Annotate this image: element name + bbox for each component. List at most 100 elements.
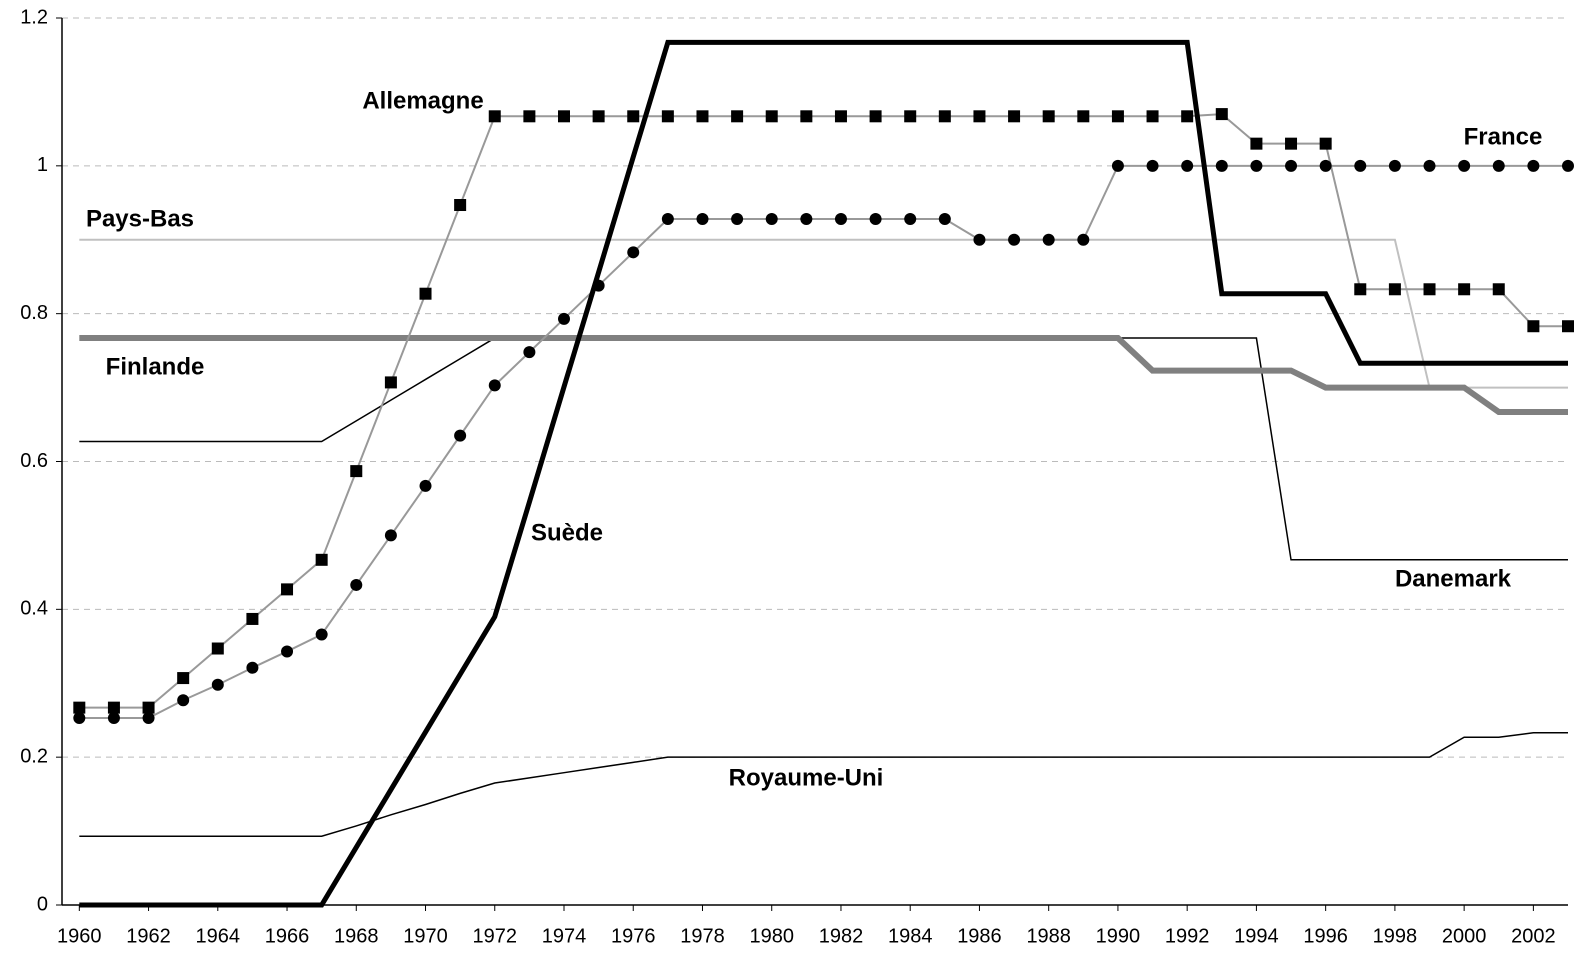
marker [1388,159,1401,172]
y-tick-label: 0.6 [20,450,48,472]
series-label: Allemagne [362,87,483,114]
marker [142,701,155,714]
y-tick-label: 0.2 [20,745,48,767]
marker [1146,110,1159,123]
series-line [79,335,1568,415]
marker [1181,159,1194,172]
marker [1215,159,1228,172]
series-label: Suède [531,519,603,546]
x-tick-label: 2002 [1511,925,1556,947]
series-label: Pays-Bas [86,205,194,232]
x-tick-label: 1992 [1165,925,1210,947]
series-label: Finlande [106,353,205,380]
marker [1527,320,1540,333]
x-tick-label: 1966 [265,925,310,947]
x-tick-label: 1974 [542,925,587,947]
marker [1250,137,1263,150]
marker [869,213,882,226]
x-tick-label: 1990 [1096,925,1141,947]
marker [1458,159,1471,172]
marker [73,701,86,714]
marker [1008,233,1021,246]
marker [1042,110,1055,123]
x-tick-label: 1986 [957,925,1002,947]
marker [384,529,397,542]
marker [661,213,674,226]
marker [1492,283,1505,296]
x-tick-label: 1972 [473,925,518,947]
series-line [79,337,1568,561]
marker [731,110,744,123]
x-tick-label: 1996 [1303,925,1348,947]
x-tick-label: 1980 [749,925,794,947]
marker [834,213,847,226]
y-tick-label: 0.8 [20,302,48,324]
marker [142,711,155,724]
marker [107,711,120,724]
marker [1111,159,1124,172]
marker [73,711,86,724]
marker [454,199,467,212]
marker [1250,159,1263,172]
x-tick-label: 1984 [888,925,933,947]
y-tick-label: 1.2 [20,6,48,28]
marker [1458,283,1471,296]
marker [869,110,882,123]
marker [419,479,432,492]
marker [1042,233,1055,246]
marker [1077,110,1090,123]
series-line [79,238,1568,389]
x-tick-label: 1988 [1026,925,1071,947]
marker [1562,159,1574,172]
marker [558,312,570,325]
marker [454,429,467,442]
marker [384,376,397,389]
x-tick-label: 1994 [1234,925,1279,947]
marker [211,678,224,691]
marker [315,628,328,641]
marker [281,583,294,596]
marker [627,246,640,259]
marker [1354,283,1367,296]
x-tick-label: 1962 [126,925,171,947]
marker [938,213,951,226]
marker [488,110,501,123]
marker [246,661,259,674]
marker [419,287,432,300]
x-tick-label: 1964 [196,925,241,947]
marker [1285,137,1298,150]
marker [1285,159,1298,172]
marker [1527,159,1540,172]
x-tick-label: 1968 [334,925,379,947]
marker [1319,137,1332,150]
series-line [79,39,1568,908]
marker [1562,320,1574,333]
marker [523,110,536,123]
x-tick-label: 1982 [819,925,864,947]
marker [627,110,640,123]
marker [1077,233,1090,246]
marker [1423,159,1436,172]
marker [661,110,674,123]
marker [558,110,570,123]
marker [1492,159,1505,172]
series-line [79,113,1568,709]
marker [1008,110,1021,123]
marker [973,233,986,246]
series-label: France [1464,123,1543,150]
marker [973,110,986,123]
y-tick-label: 0 [37,893,48,915]
marker [281,645,294,658]
marker [800,110,813,123]
series-label: Danemark [1395,565,1512,592]
marker [904,213,917,226]
marker [177,672,190,685]
y-tick-label: 1 [37,154,48,176]
marker [350,465,363,478]
series-line [79,732,1568,838]
marker [696,110,709,123]
y-tick-label: 0.4 [20,598,48,620]
x-tick-label: 2000 [1442,925,1487,947]
marker [1181,110,1194,123]
